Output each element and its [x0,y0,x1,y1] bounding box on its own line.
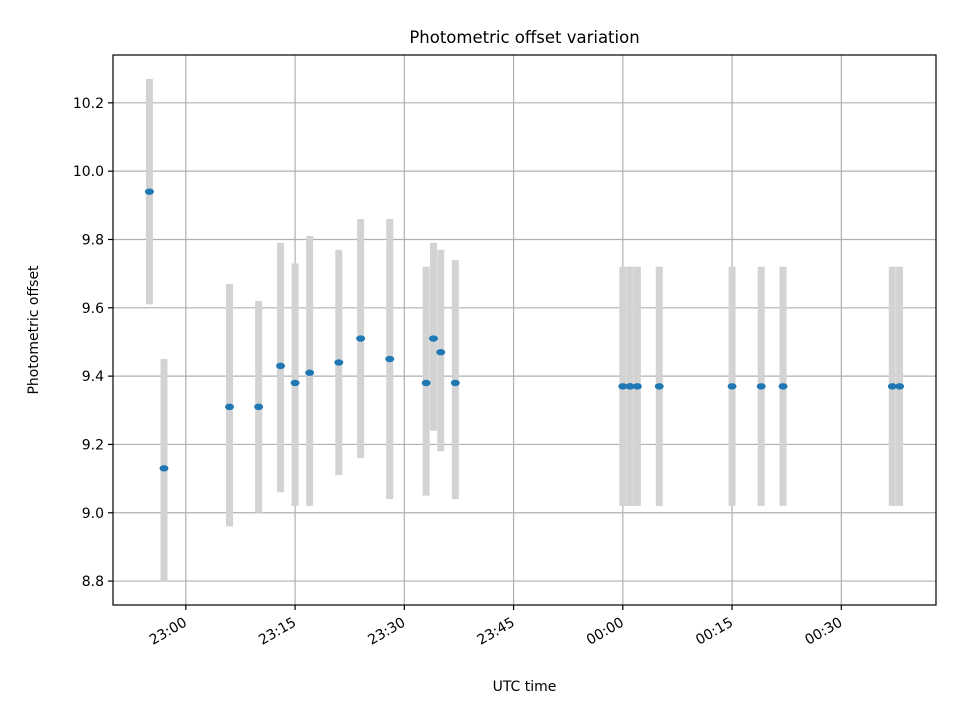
y-tick-label: 9.4 [82,369,104,385]
data-points [144,188,905,472]
data-point [421,379,431,387]
data-point [225,403,235,411]
data-point [276,362,286,370]
data-point [450,379,460,387]
data-point [727,383,737,390]
data-point [385,355,395,363]
data-point [895,383,905,390]
data-point [887,383,897,390]
data-point [654,383,664,390]
y-tick-label: 9.2 [82,437,104,453]
y-tick-label: 9.6 [82,301,104,317]
data-point [254,403,264,411]
y-tick-label: 10.0 [73,164,104,180]
y-tick-label: 8.8 [82,574,104,590]
x-axis-label: UTC time [493,679,557,695]
data-point [632,383,642,390]
y-axis: 8.8 9.0 9.2 9.4 9.6 9.8 10.0 10.2 [73,96,113,590]
data-point [159,465,169,472]
data-point [756,383,766,390]
data-point [778,383,788,390]
y-tick-label: 10.2 [73,96,104,112]
y-axis-label: Photometric offset [26,265,42,395]
data-point [356,335,366,342]
y-tick-label: 9.8 [82,232,104,248]
chart-title: Photometric offset variation [409,28,639,47]
data-point [625,383,635,390]
plot-frame [112,54,937,606]
data-point [428,335,438,342]
data-point [305,369,315,376]
data-point [144,188,154,195]
data-point [334,359,344,366]
y-tick-label: 9.0 [82,506,104,522]
data-point [436,349,446,356]
data-point [618,383,628,390]
data-point [290,379,300,387]
